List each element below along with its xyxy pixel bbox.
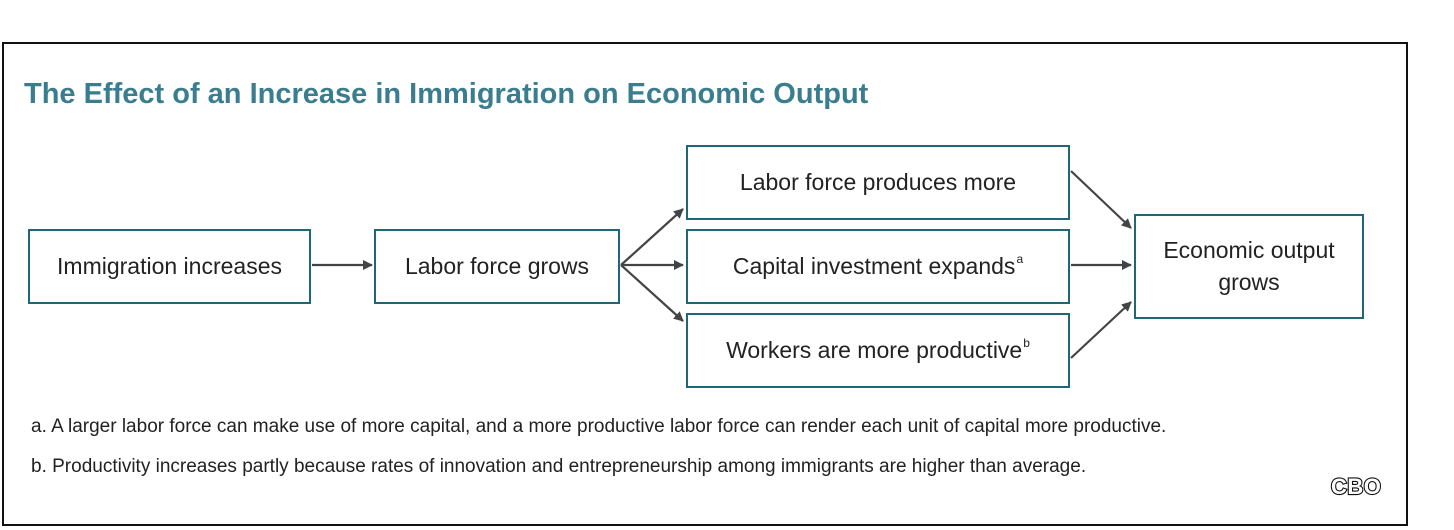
arrow-productive-to-output: [1070, 301, 1132, 359]
box-immigration-increases-label: Immigration increases: [57, 252, 282, 279]
arrow-labor-to-productive: [620, 264, 684, 322]
box-labor-force-produces-more: Labor force produces more: [686, 145, 1070, 220]
box-workers-more-productive-label: Workers are more productiveb: [726, 335, 1030, 366]
box-workers-more-productive: Workers are more productiveb: [686, 313, 1070, 388]
box-immigration-increases: Immigration increases: [28, 229, 311, 304]
footnote-marker-b: b: [1023, 336, 1030, 351]
figure-frame: [2, 42, 1408, 526]
footnote-b: b. Productivity increases partly because…: [31, 456, 1087, 477]
arrow-labor-to-produces: [620, 208, 684, 266]
footnote-marker-a: a: [1016, 252, 1024, 267]
capital-investment-text: Capital investment expands: [732, 252, 1016, 279]
arrow-produces-to-output: [1070, 170, 1132, 229]
box-labor-force-produces-more-label: Labor force produces more: [739, 168, 1017, 195]
box-capital-investment-expands: Capital investment expandsa: [686, 229, 1070, 304]
box-economic-output-grows: Economic output grows: [1134, 214, 1364, 319]
figure-title: The Effect of an Increase in Immigration…: [24, 78, 869, 110]
box-capital-investment-expands-label: Capital investment expandsa: [733, 251, 1023, 282]
footnote-a: a. A larger labor force can make use of …: [31, 416, 1167, 437]
box-labor-force-grows: Labor force grows: [374, 229, 620, 304]
workers-productive-text: Workers are more productive: [726, 336, 1023, 363]
box-labor-force-grows-label: Labor force grows: [404, 252, 590, 279]
box-economic-output-grows-label: Economic output grows: [1163, 237, 1335, 295]
cbo-logo: CBO: [1330, 473, 1382, 500]
